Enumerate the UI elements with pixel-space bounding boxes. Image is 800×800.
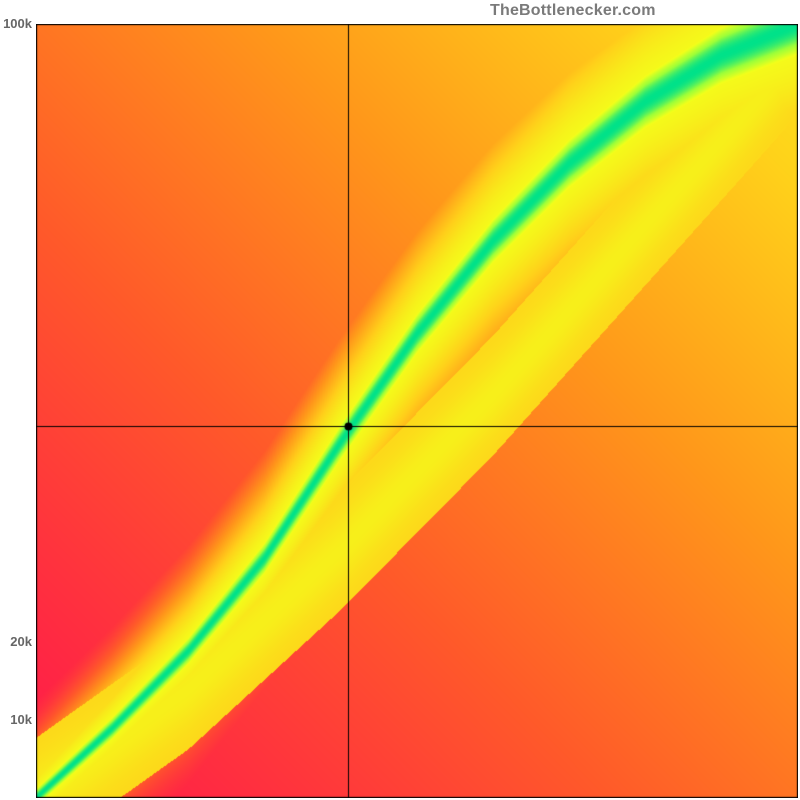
y-tick-label: 10k (0, 712, 32, 727)
y-tick-label: 100k (0, 16, 32, 31)
overlay-canvas (36, 24, 798, 798)
source-watermark: TheBottlenecker.com (490, 2, 656, 20)
y-tick-label: 20k (0, 634, 32, 649)
bottleneck-heatmap-chart: TheBottlenecker.com 10k 20k 100k (0, 0, 800, 800)
